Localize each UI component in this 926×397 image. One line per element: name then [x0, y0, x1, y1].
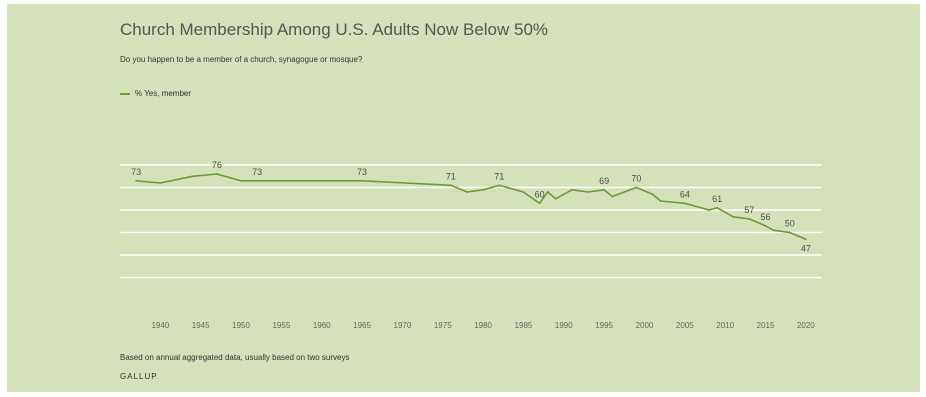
data-label-2: 73: [252, 167, 262, 177]
data-point-22: [683, 202, 686, 205]
x-tick-2010: 2010: [716, 321, 734, 330]
x-tick-2005: 2005: [676, 321, 694, 330]
chart-title: Church Membership Among U.S. Adults Now …: [120, 20, 549, 39]
data-point-26: [748, 218, 751, 220]
data-point-14: [554, 197, 557, 200]
chart-legend: % Yes, member: [120, 89, 191, 98]
data-label-4: 71: [446, 171, 456, 181]
data-label-13: 50: [785, 219, 795, 229]
data-point-1: [159, 182, 162, 184]
data-label-5: 71: [494, 171, 504, 181]
chart-footnote: Based on annual aggregated data, usually…: [120, 353, 350, 362]
data-point-28: [772, 229, 775, 232]
data-label-1: 76: [212, 160, 222, 170]
data-point-27: [764, 224, 767, 227]
data-point-21: [659, 200, 662, 202]
x-tick-2000: 2000: [636, 321, 654, 330]
chart-card: Church Membership Among U.S. Adults Now …: [7, 4, 920, 392]
x-tick-1980: 1980: [474, 321, 492, 330]
data-point-19: [635, 186, 638, 189]
data-point-6: [361, 179, 363, 182]
data-point-17: [603, 188, 606, 191]
data-point-10: [498, 184, 501, 187]
data-point-13: [546, 191, 549, 193]
data-point-18: [611, 195, 614, 198]
x-tick-2015: 2015: [757, 321, 775, 330]
x-tick-1950: 1950: [232, 321, 250, 330]
x-tick-1990: 1990: [555, 321, 573, 330]
legend-label: % Yes, member: [135, 89, 192, 98]
data-point-25: [732, 215, 735, 218]
data-point-2: [191, 175, 194, 178]
x-tick-1960: 1960: [313, 321, 331, 330]
x-tick-1955: 1955: [272, 321, 290, 330]
data-point-15: [570, 188, 573, 191]
data-label-14: 47: [801, 243, 811, 253]
chart-subtitle: Do you happen to be a member of a church…: [120, 55, 363, 64]
data-point-16: [587, 191, 589, 193]
legend-swatch: [120, 92, 130, 95]
data-label-7: 69: [599, 176, 609, 186]
data-label-layer: 73 76 73 73 71 71 60 69 70 64 61 57 56 50 47: [131, 160, 811, 253]
x-tick-2020: 2020: [797, 321, 815, 330]
data-point-7: [449, 184, 452, 187]
data-point-30: [804, 238, 807, 241]
x-tick-1995: 1995: [595, 321, 613, 330]
data-point-4: [240, 179, 242, 182]
data-label-10: 61: [712, 194, 722, 204]
data-point-23: [708, 209, 710, 211]
data-label-9: 64: [680, 189, 690, 199]
data-point-5: [256, 179, 259, 182]
data-point-9: [482, 188, 485, 191]
data-point-20: [651, 193, 654, 196]
x-tick-1985: 1985: [515, 321, 533, 330]
x-axis-ticks: 1940 1945 1950 1955 1960 1965 1970 1975 1980 1985…: [151, 321, 815, 330]
data-point-0: [135, 179, 138, 182]
x-tick-1940: 1940: [151, 321, 169, 330]
data-point-8: [466, 191, 468, 193]
data-point-3: [215, 173, 218, 175]
data-label-0: 73: [131, 167, 141, 177]
data-label-6: 60: [535, 189, 545, 199]
data-point-29: [788, 231, 791, 234]
data-point-24: [716, 206, 719, 209]
grid-lines: [120, 164, 822, 279]
data-point-12: [538, 202, 541, 205]
x-tick-1965: 1965: [353, 321, 371, 330]
x-tick-1975: 1975: [434, 321, 452, 330]
data-label-8: 70: [631, 174, 641, 184]
data-label-11: 57: [744, 205, 754, 215]
data-point-11: [522, 191, 525, 193]
x-tick-1945: 1945: [192, 321, 210, 330]
x-tick-1970: 1970: [394, 321, 412, 330]
series-line-0: [136, 173, 807, 241]
data-label-12: 56: [761, 212, 771, 222]
data-label-3: 73: [357, 167, 367, 177]
series-line-layer: [135, 173, 807, 241]
brand-name: GALLUP: [120, 372, 158, 381]
